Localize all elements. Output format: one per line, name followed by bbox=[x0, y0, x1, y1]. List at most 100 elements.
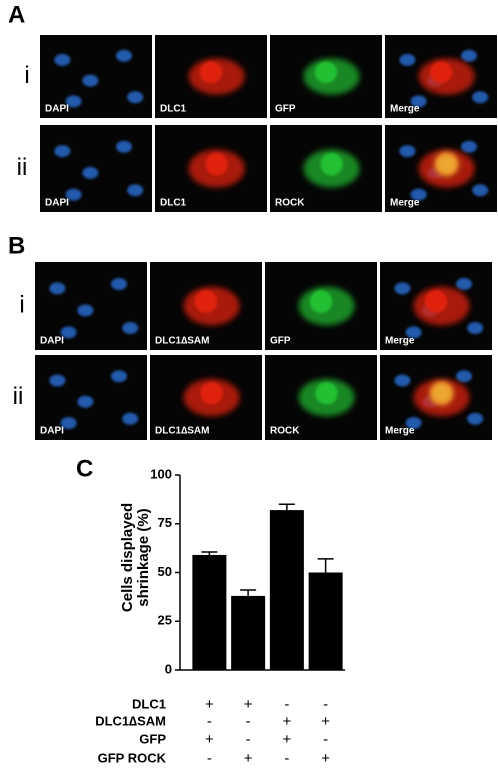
nucleus bbox=[461, 49, 477, 62]
error-bar bbox=[240, 589, 257, 596]
image-caption: Merge bbox=[385, 426, 415, 437]
nucleus bbox=[49, 374, 66, 387]
panel-label: A bbox=[8, 1, 25, 28]
nucleus bbox=[456, 370, 472, 383]
condition-label: GFP bbox=[139, 731, 166, 746]
overlap bbox=[429, 381, 454, 406]
micrograph bbox=[380, 262, 492, 350]
image-caption: ROCK bbox=[275, 198, 305, 209]
image-caption: DLC1∆SAM bbox=[155, 336, 209, 347]
bar bbox=[231, 595, 266, 670]
bar bbox=[192, 554, 227, 670]
image-caption: DLC1∆SAM bbox=[155, 426, 209, 437]
condition-sign: + bbox=[205, 696, 214, 713]
condition-sign: + bbox=[244, 696, 253, 713]
micrograph bbox=[35, 355, 147, 440]
nucleus bbox=[111, 370, 127, 383]
y-axis-label: Cells displayed bbox=[119, 503, 136, 612]
nucleus bbox=[472, 184, 489, 197]
nucleus bbox=[82, 74, 99, 87]
row-label: ii bbox=[17, 154, 28, 181]
y-tick-label: 25 bbox=[158, 613, 172, 628]
image-caption: DLC1 bbox=[160, 198, 187, 209]
micrograph bbox=[385, 35, 497, 118]
nucleus bbox=[405, 326, 422, 339]
nucleus bbox=[111, 278, 127, 290]
nucleus bbox=[82, 166, 99, 179]
bar bbox=[308, 572, 343, 670]
condition-sign: - bbox=[284, 696, 289, 713]
nucleus bbox=[77, 395, 94, 408]
y-axis-label: shrinkage (%) bbox=[135, 508, 152, 606]
condition-sign: + bbox=[282, 713, 291, 730]
panel-label: B bbox=[8, 232, 25, 259]
image-caption: DAPI bbox=[40, 426, 64, 437]
y-tick-label: 0 bbox=[165, 661, 172, 676]
y-tick-label: 50 bbox=[158, 564, 172, 579]
nucleus bbox=[410, 95, 427, 108]
nucleus bbox=[399, 145, 416, 158]
cell-core bbox=[205, 152, 228, 176]
nucleus bbox=[394, 282, 411, 295]
micrograph bbox=[265, 355, 377, 440]
image-caption: DAPI bbox=[45, 104, 69, 115]
nucleus bbox=[456, 278, 472, 290]
nucleus bbox=[472, 91, 489, 104]
condition-sign: - bbox=[246, 713, 251, 730]
image-caption: DLC1 bbox=[160, 104, 187, 115]
condition-sign: - bbox=[323, 731, 328, 748]
nucleus bbox=[65, 95, 82, 108]
micrograph bbox=[155, 35, 267, 118]
condition-label: GFP ROCK bbox=[98, 750, 167, 765]
nucleus bbox=[127, 91, 144, 104]
cell-core bbox=[194, 290, 218, 314]
cell-core bbox=[320, 152, 343, 176]
nucleus bbox=[467, 412, 484, 425]
cell-core bbox=[314, 61, 338, 84]
nucleus bbox=[65, 188, 82, 201]
nucleus bbox=[54, 53, 71, 66]
condition-sign: + bbox=[321, 750, 330, 767]
y-tick-label: 75 bbox=[158, 515, 172, 530]
micrograph bbox=[380, 355, 492, 440]
image-caption: Merge bbox=[390, 198, 420, 209]
nucleus bbox=[467, 322, 484, 334]
cell-core bbox=[200, 382, 223, 405]
condition-sign: - bbox=[207, 750, 212, 767]
condition-sign: + bbox=[205, 731, 214, 748]
micrograph bbox=[150, 355, 262, 440]
micrograph bbox=[270, 125, 382, 212]
nucleus bbox=[461, 140, 477, 153]
nucleus bbox=[122, 322, 139, 334]
condition-sign: - bbox=[246, 731, 251, 748]
nucleus bbox=[60, 417, 77, 429]
image-caption: Merge bbox=[385, 336, 415, 347]
y-tick-label: 100 bbox=[150, 466, 172, 481]
micrograph bbox=[385, 125, 497, 212]
cell-core bbox=[424, 290, 448, 314]
image-bg bbox=[35, 262, 147, 350]
condition-sign: + bbox=[244, 750, 253, 767]
condition-sign: - bbox=[207, 713, 212, 730]
condition-sign: + bbox=[282, 731, 291, 748]
nucleus bbox=[122, 412, 139, 425]
image-caption: DAPI bbox=[40, 336, 64, 347]
nucleus bbox=[116, 140, 132, 153]
nucleus bbox=[116, 49, 132, 62]
micrograph bbox=[155, 125, 267, 212]
nucleus bbox=[410, 188, 427, 201]
condition-sign: - bbox=[323, 696, 328, 713]
overlap bbox=[434, 152, 459, 177]
nucleus bbox=[394, 374, 411, 387]
nucleus bbox=[77, 304, 94, 317]
row-label: ii bbox=[13, 383, 24, 410]
image-caption: DAPI bbox=[45, 198, 69, 209]
condition-label: DLC1∆SAM bbox=[95, 713, 166, 728]
cell-core bbox=[309, 290, 333, 314]
cell-core bbox=[199, 61, 223, 84]
nucleus bbox=[54, 145, 71, 158]
image-bg bbox=[40, 125, 152, 212]
row-label: i bbox=[24, 62, 29, 89]
nucleus bbox=[60, 326, 77, 339]
bar bbox=[269, 510, 304, 670]
